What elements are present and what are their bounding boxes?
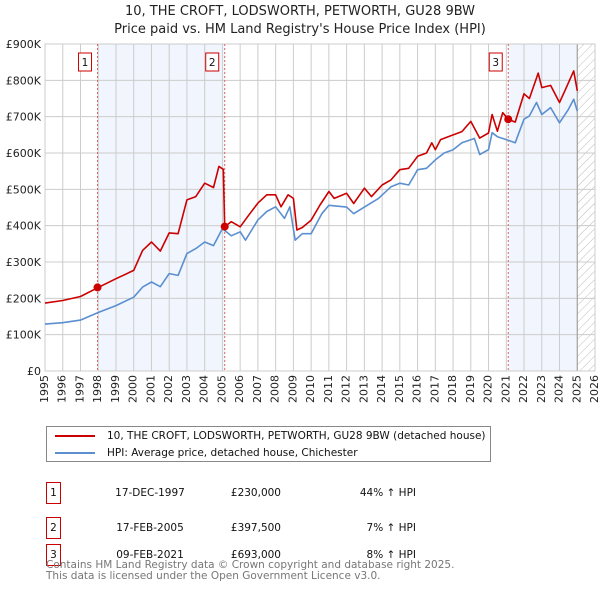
marker-badge: 3 — [46, 544, 61, 566]
x-tick-label: 2006 — [233, 375, 246, 403]
transaction-date: 09-FEB-2021 — [116, 549, 184, 561]
x-tick-label: 2017 — [428, 375, 441, 403]
x-tick-label: 2010 — [304, 375, 317, 403]
x-tick-label: 1995 — [38, 375, 51, 403]
legend-item-property: 10, THE CROFT, LODSWORTH, PETWORTH, GU28… — [55, 427, 486, 445]
plot-border — [44, 43, 596, 372]
legend-label-property: 10, THE CROFT, LODSWORTH, PETWORTH, GU28… — [107, 430, 486, 442]
x-tick-label: 2021 — [499, 375, 512, 403]
legend-item-hpi: HPI: Average price, detached house, Chic… — [55, 444, 358, 462]
transaction-hpi: 44% ↑ HPI — [359, 487, 416, 499]
x-tick-label: 2008 — [269, 375, 282, 403]
hpi-series-line — [44, 98, 579, 325]
x-tick-label: 2002 — [162, 375, 175, 403]
x-tick-label: 2005 — [215, 375, 228, 403]
x-tick-label: 2023 — [535, 375, 548, 403]
x-tick-label: 2001 — [144, 375, 157, 403]
transaction-date: 17-DEC-1997 — [115, 487, 185, 499]
footer-copyright: Contains HM Land Registry data © Crown c… — [46, 559, 455, 571]
transaction-hpi: 7% ↑ HPI — [366, 522, 416, 534]
y-tick-label: £300K — [6, 256, 42, 269]
sale-point — [93, 283, 102, 292]
x-tick-label: 2018 — [446, 375, 459, 403]
property-series-line — [44, 70, 579, 304]
marker-label: 3 — [492, 57, 499, 69]
transaction-hpi: 8% ↑ HPI — [366, 549, 416, 561]
sale-point — [220, 222, 229, 231]
y-tick-label: £200K — [6, 292, 42, 305]
legend-label-hpi: HPI: Average price, detached house, Chic… — [107, 447, 358, 459]
x-tick-label: 1997 — [73, 375, 86, 403]
red-line-swatch — [55, 435, 95, 437]
x-tick-label: 2019 — [464, 375, 477, 403]
marker-badge: 2 — [46, 517, 61, 539]
x-tick-label: 2025 — [570, 375, 583, 403]
marker-label-box — [78, 52, 93, 72]
marker-label: 2 — [209, 57, 216, 69]
y-tick-label: £700K — [6, 111, 42, 124]
marker-badge: 1 — [46, 482, 61, 504]
sale-point — [504, 115, 513, 124]
x-tick-label: 2026 — [588, 375, 600, 403]
blue-line-swatch — [55, 452, 95, 454]
footer-licence: This data is licensed under the Open Gov… — [46, 570, 381, 582]
marker-label-box — [488, 52, 503, 72]
y-tick-label: £500K — [6, 183, 42, 196]
transaction-price: £397,500 — [230, 522, 281, 534]
footer: Contains HM Land Registry data © Crown c… — [46, 560, 454, 582]
price-chart: 1995 1996 1997 1998 1999 2000 2001 2002 2003 2004… — [6, 38, 600, 403]
x-tick-label: 2012 — [340, 375, 353, 403]
x-tick-label: 2009 — [286, 375, 299, 403]
x-tick-label: 2003 — [180, 375, 193, 403]
x-tick-label: 2007 — [251, 375, 264, 403]
shaded-period — [508, 44, 578, 371]
x-tick-label: 1996 — [56, 375, 69, 403]
y-tick-label: £0 — [27, 365, 41, 378]
y-tick-label: £800K — [6, 74, 42, 87]
marker-label-box — [205, 52, 220, 72]
x-tick-label: 2004 — [198, 375, 211, 403]
shaded-period — [97, 44, 225, 371]
y-tick-label: £100K — [6, 329, 42, 342]
x-tick-label: 2022 — [517, 375, 530, 403]
y-tick-label: £900K — [6, 38, 42, 51]
y-tick-label: £400K — [6, 220, 42, 233]
x-tick-label: 2016 — [411, 375, 424, 403]
chart-subtitle: Price paid vs. HM Land Registry's House … — [114, 22, 486, 37]
x-tick-label: 2013 — [357, 375, 370, 403]
x-tick-label: 2014 — [375, 375, 388, 403]
x-tick-label: 1998 — [91, 375, 104, 403]
x-tick-label: 2020 — [482, 375, 495, 403]
x-tick-label: 2015 — [393, 375, 406, 403]
y-tick-label: £600K — [6, 147, 42, 160]
x-tick-label: 1999 — [109, 375, 122, 403]
chart-title: 10, THE CROFT, LODSWORTH, PETWORTH, GU28… — [124, 4, 476, 19]
x-tick-label: 2024 — [553, 375, 566, 403]
forecast-hatch — [577, 44, 595, 371]
x-tick-label: 2000 — [127, 375, 140, 403]
transaction-price: £693,000 — [230, 549, 281, 561]
marker-label: 1 — [82, 57, 89, 69]
legend: 10, THE CROFT, LODSWORTH, PETWORTH, GU28… — [46, 426, 491, 462]
x-tick-label: 2011 — [322, 375, 335, 403]
transaction-price: £230,000 — [230, 487, 281, 499]
transaction-date: 17-FEB-2005 — [116, 522, 184, 534]
